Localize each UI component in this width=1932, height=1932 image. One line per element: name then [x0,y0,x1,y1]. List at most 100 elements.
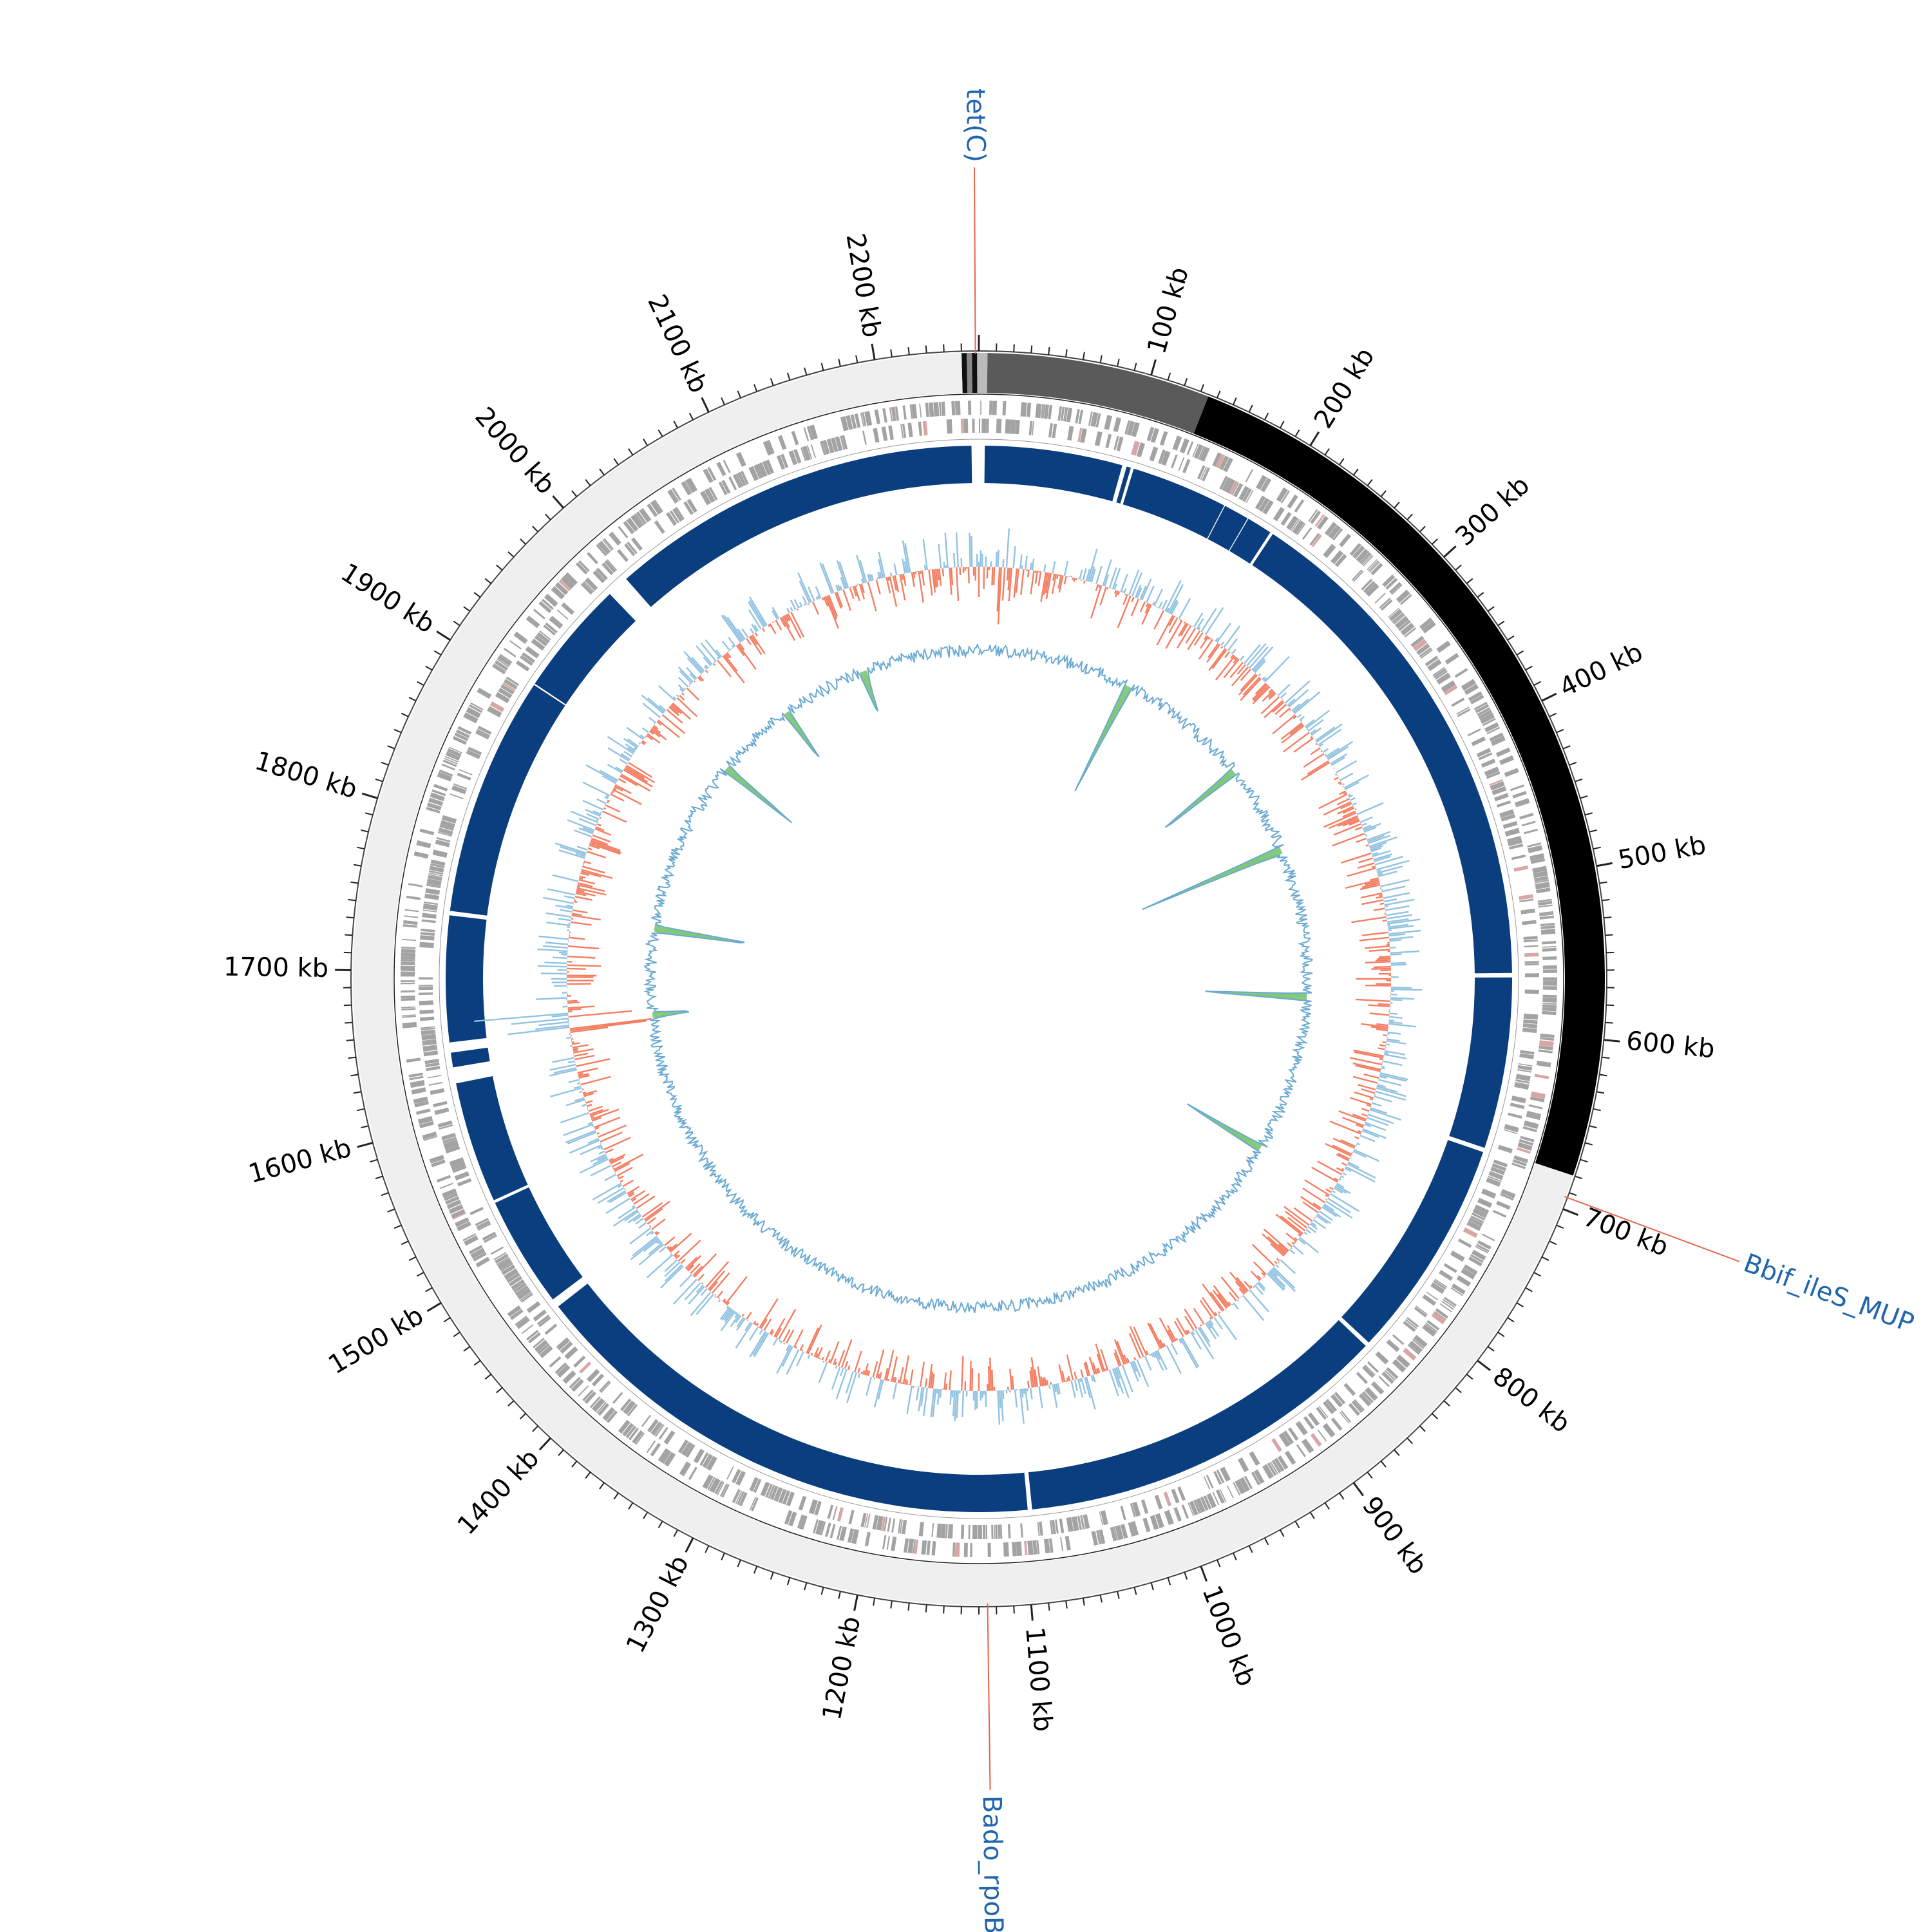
gene-block [842,435,848,450]
alignment-block [558,1283,1028,1512]
gene-block [812,1519,819,1534]
gene-block [1504,1124,1519,1133]
gene-block [1057,406,1063,421]
gene-block [452,1164,467,1173]
gene-block [1492,786,1507,795]
gene-block [1066,1517,1074,1532]
gc-skew-line [643,643,1313,1314]
gene-block [1481,1233,1495,1242]
minor-tick [599,468,605,476]
gene-block [431,789,446,797]
gene-block [864,1531,869,1546]
gene-block [887,1517,891,1532]
gene-block [1542,977,1557,981]
minor-tick [737,1559,741,1567]
gene-block [1044,404,1050,419]
minor-tick [585,479,591,486]
gene-block [1504,828,1520,837]
gene-block [602,539,612,551]
gene-block [1233,1482,1241,1495]
gene-block [749,1477,759,1492]
gene-block [1422,1294,1437,1306]
gene-block [612,1392,623,1405]
gene-block [925,402,929,417]
gene-block [445,1145,460,1154]
gene-block [1238,486,1249,501]
gene-block [1542,956,1557,960]
gene-block [1517,1142,1533,1151]
gene-block [420,935,435,941]
gene-block [1490,781,1505,791]
gene-block [406,895,421,900]
gene-block [442,1188,457,1198]
minor-tick [943,1605,945,1614]
gene-block [430,863,445,869]
gene-block [723,459,731,473]
gene-block [1002,401,1007,415]
minor-tick [770,1571,774,1580]
gene-block [1422,1323,1437,1337]
gene-block [1049,1520,1054,1535]
gene-block [654,1423,663,1436]
gene-block [904,1538,909,1553]
gene-block [463,712,478,724]
gene-block [506,1273,520,1283]
gc-content-track [474,528,1423,1425]
gene-block [477,687,492,699]
gene-block [1309,533,1320,546]
gene-block [1393,614,1405,625]
gene-block [575,562,588,575]
alignment-block [446,915,487,1043]
gene-block [1484,722,1499,733]
tick-label: 1100 kb [1019,1625,1057,1732]
gene-block [419,986,433,990]
gene-block [1443,1263,1457,1273]
gene-block [1444,653,1459,665]
gene-block [538,1316,551,1327]
gene-block [421,1034,437,1041]
gene-block [571,1379,584,1392]
gene-block [749,1497,757,1511]
tick-label: 600 kb [1625,1026,1716,1064]
minor-tick [786,372,791,381]
gene-block [1470,1215,1484,1224]
gene-block [455,1217,469,1227]
gene-block [1517,1065,1533,1071]
gene-block [1353,571,1364,582]
minor-tick [1167,1577,1171,1586]
minor-tick [786,1577,791,1586]
contig-segment [979,353,988,393]
gene-block [475,1218,489,1226]
gene-block [539,630,551,641]
gene-block [596,1401,607,1414]
gene-block [476,728,491,738]
gene-block [1379,598,1391,609]
minor-tick [348,1056,356,1059]
gene-block [760,1481,770,1497]
minor-tick [1562,745,1571,750]
tick-label: 1900 kb [336,558,440,639]
gene-block [618,1419,630,1434]
gene-block [840,435,846,450]
gene-block [401,952,415,958]
gene-block [587,1368,600,1383]
gene-block [777,435,787,450]
gene-block [1369,561,1380,573]
tick-label: 800 kb [1487,1361,1575,1439]
gene-block [422,904,438,911]
gene-block [1096,1530,1102,1545]
gene-block [687,498,697,513]
minor-tick [688,412,694,421]
gene-block [1501,1189,1516,1198]
minor-tick [943,344,945,352]
gene-block [1443,1299,1455,1309]
gc-above-average [474,528,1423,1425]
gene-block [1245,469,1254,482]
gene-block [1224,478,1236,493]
gene-block [963,1542,968,1557]
gene-block [1436,672,1451,685]
gene-block [1192,443,1199,457]
gene-block [1322,1423,1336,1438]
gene-block [1457,708,1471,717]
gene-block [1530,858,1546,864]
